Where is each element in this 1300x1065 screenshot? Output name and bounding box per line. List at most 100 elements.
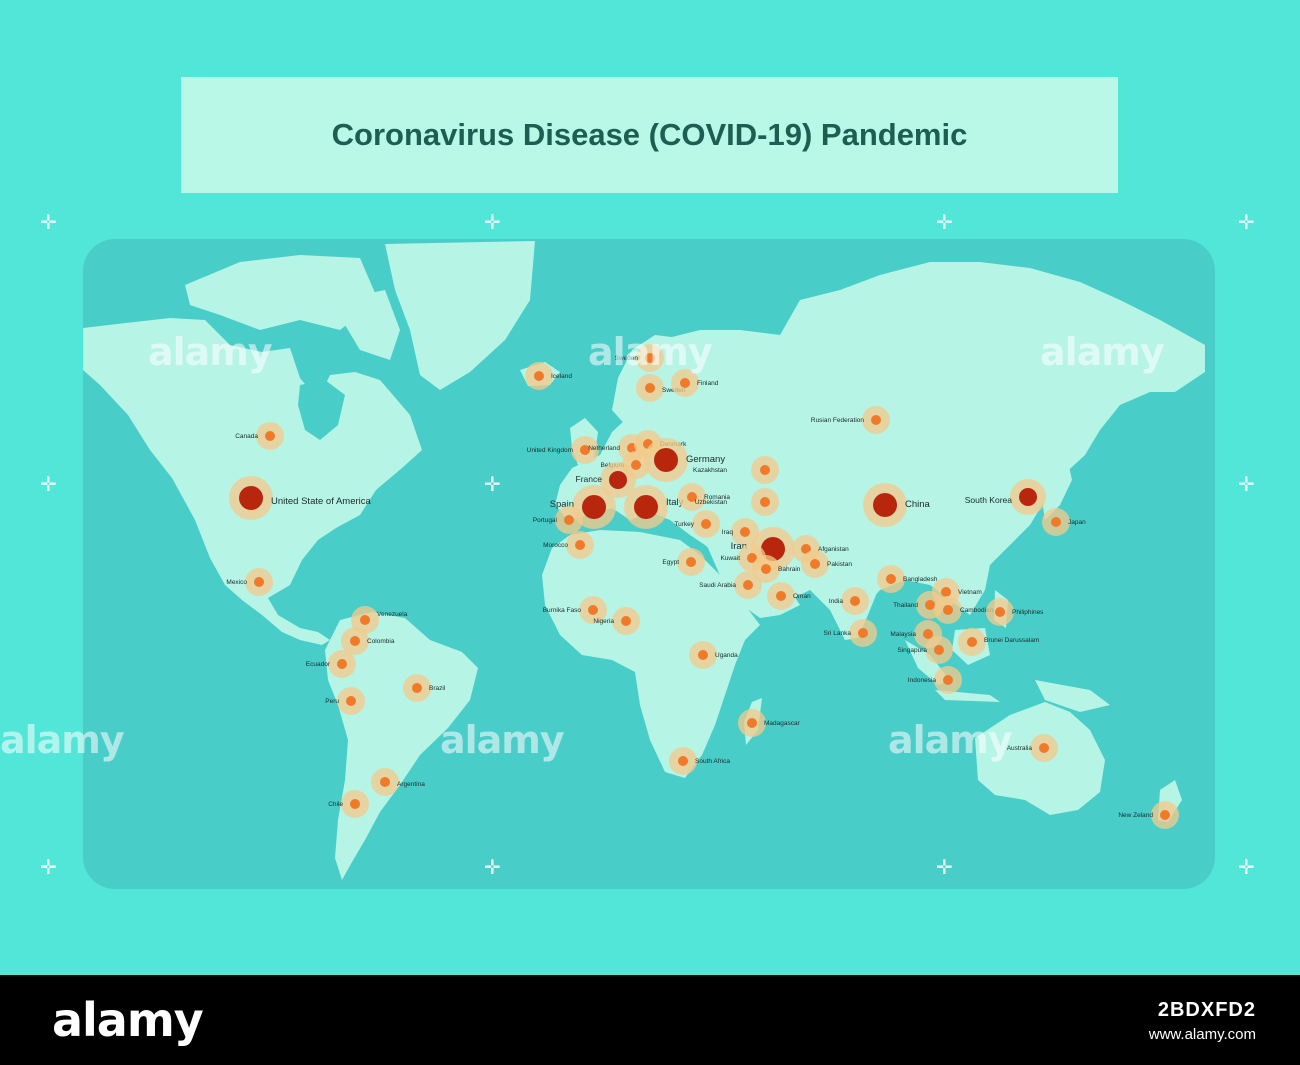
hotspot-label: Brazil: [429, 685, 446, 692]
hotspot-label: Germany: [686, 454, 725, 465]
hotspot-label: China: [905, 499, 931, 510]
hotspot-dot: [858, 628, 868, 638]
hotspot-dot: [265, 431, 275, 441]
poster: Coronavirus Disease (COVID-19) Pandemic: [0, 77, 1255, 889]
hotspot-united-state-of-america: United State of America: [229, 476, 372, 520]
watermark-text: alamy: [588, 330, 713, 374]
hotspot-label: Colombia: [367, 638, 395, 645]
water-hudson-bay: [298, 380, 345, 440]
hotspot-dot: [871, 415, 881, 425]
watermark-cross-icon: ✛: [484, 210, 501, 234]
hotspot-dot: [760, 465, 770, 475]
hotspot-label: Venezuela: [377, 611, 408, 618]
hotspot-morocco: Morocco: [543, 531, 594, 559]
hotspot-kazakhstan: Kazakhstan: [693, 456, 779, 484]
hotspot-label: Vietnam: [958, 589, 982, 596]
hotspot-japan: Japan: [1042, 508, 1086, 536]
watermark-cross-icon: ✛: [936, 855, 953, 879]
hotspot-brunei-darussalam: Brunei Darussalam: [958, 628, 1039, 656]
hotspot-label: Ecuador: [306, 661, 331, 668]
hotspot-dot: [634, 495, 658, 519]
hotspot-dot: [680, 378, 690, 388]
hotspot-dot: [337, 659, 347, 669]
hotspot-label: Oman: [793, 593, 811, 600]
hotspot-dot: [995, 607, 1005, 617]
hotspot-dot: [239, 486, 263, 510]
hotspot-dot: [810, 559, 820, 569]
hotspot-label: Thailand: [893, 602, 918, 609]
hotspot-sri-lanka: Sri Lanka: [824, 619, 877, 647]
hotspot-label: Chile: [328, 801, 343, 808]
hotspot-label: Kazakhstan: [693, 467, 727, 474]
hotspot-chile: Chile: [328, 790, 369, 818]
landmass-africa: [542, 530, 760, 778]
hotspot-dot: [850, 596, 860, 606]
hotspot-iraq: Iraq: [722, 518, 759, 546]
hotspot-burnika-faso: Burnika Faso: [543, 596, 607, 624]
hotspot-france: France: [576, 462, 636, 498]
hotspot-label: Spain: [550, 499, 574, 510]
hotspot-label: Singapura: [897, 647, 927, 654]
hotspot-label: Canada: [235, 433, 258, 440]
hotspot-dot: [346, 696, 356, 706]
hotspot-dot: [761, 564, 771, 574]
site-url: www.alamy.com: [1148, 1026, 1256, 1043]
image-id: 2BDXFD2: [1157, 999, 1256, 1021]
watermark-cross-icon: ✛: [40, 855, 57, 879]
hotspot-label: Burnika Faso: [543, 607, 582, 614]
hotspot-label: India: [829, 598, 843, 605]
watermark-cross-icon: ✛: [1238, 855, 1255, 879]
world-map-panel: United State of America Canada Mexico Venez…: [83, 239, 1215, 889]
hotspot-china: China: [863, 483, 931, 527]
hotspot-dot: [645, 353, 655, 363]
hotspot-romania: Romania: [678, 483, 730, 511]
hotspot-dot: [1160, 810, 1170, 820]
hotspot-dot: [582, 495, 606, 519]
hotspot-dot: [747, 553, 757, 563]
hotspot-pakistan: Pakistan: [801, 550, 852, 578]
hotspot-new-zeland: New Zeland: [1118, 801, 1179, 829]
hotspot-label: Romania: [704, 494, 730, 501]
hotspot-label: Iraq: [722, 529, 734, 536]
hotspot-portugal: Portugal: [533, 506, 583, 534]
hotspot-dot: [934, 645, 944, 655]
hotspot-dot: [350, 636, 360, 646]
watermark-text: alamy: [440, 718, 565, 762]
hotspot-label: Egypt: [662, 559, 679, 566]
hotspot-label: Bahrain: [778, 566, 801, 573]
hotspot-iceland: Iceland: [525, 362, 572, 390]
hotspot-dot: [743, 580, 753, 590]
hotspot-label: Sri Lanka: [824, 630, 852, 637]
hotspot-label: Pakistan: [827, 561, 852, 568]
hotspot-label: Nigeria: [593, 618, 614, 625]
hotspot-label: Netherland: [588, 445, 620, 452]
hotspot-madagascar: Madagascar: [738, 709, 801, 737]
landmass-japan: [1042, 462, 1072, 520]
hotspot-dot: [801, 544, 811, 554]
watermark-cross-icon: ✛: [40, 210, 57, 234]
hotspot-dot: [380, 777, 390, 787]
hotspot-dot: [678, 756, 688, 766]
hotspot-oman: Oman: [767, 582, 811, 610]
watermark-text: alamy: [888, 718, 1013, 762]
hotspot-canada: Canada: [235, 422, 284, 450]
watermark-text: alamy: [0, 718, 125, 762]
hotspot-brazil: Brazil: [403, 674, 446, 702]
hotspot-venezuela: Venezuela: [351, 606, 408, 634]
hotspot-label: Malaysia: [890, 631, 916, 638]
hotspot-dot: [760, 497, 770, 507]
hotspot-label: United Kingdom: [527, 447, 573, 454]
hotspot-nigeria: Nigeria: [593, 607, 640, 635]
hotspot-label: Iceland: [551, 373, 572, 380]
hotspot-uganda: Uganda: [689, 641, 738, 669]
hotspot-dot: [645, 383, 655, 393]
hotspot-dot: [350, 799, 360, 809]
watermark-cross-icon: ✛: [484, 472, 501, 496]
hotspot-dot: [1051, 517, 1061, 527]
footer-logo: alamy: [52, 993, 204, 1047]
hotspot-dot: [873, 493, 897, 517]
hotspot-label: Cambodian: [960, 607, 994, 614]
hotspot-dot: [412, 683, 422, 693]
hotspot-dot: [886, 574, 896, 584]
watermark-cross-icon: ✛: [40, 472, 57, 496]
